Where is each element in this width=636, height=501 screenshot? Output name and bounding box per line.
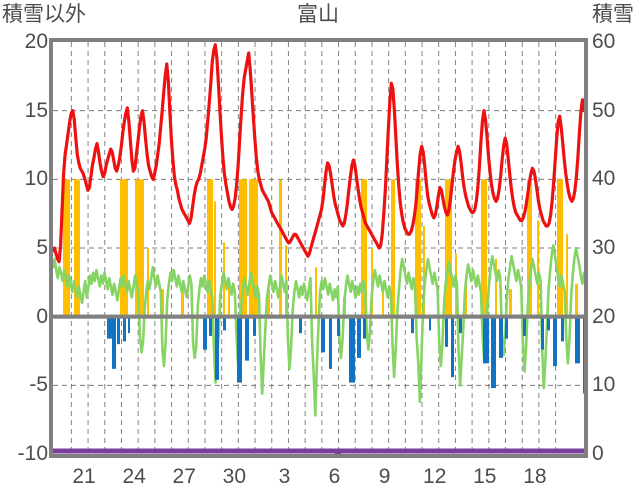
negative-bar-6 [209, 316, 212, 336]
precip-bar-34 [575, 283, 578, 317]
x-tick-12: 12 [423, 465, 447, 488]
precip-bar-3 [135, 179, 144, 317]
x-tick-18: 18 [523, 465, 547, 488]
y-tick-right-20: 20 [592, 304, 616, 328]
snow-depth-bump-0 [335, 449, 341, 454]
negative-bar-12 [299, 316, 302, 334]
negative-bar-22 [451, 316, 454, 378]
negative-bar-34 [583, 316, 584, 394]
negative-bar-24 [483, 316, 489, 364]
precip-bar-6 [181, 286, 184, 317]
negative-bar-23 [459, 316, 462, 334]
precip-bar-26 [465, 280, 467, 317]
negative-bar-8 [223, 316, 226, 331]
negative-bar-31 [553, 316, 557, 367]
precip-bar-7 [207, 179, 213, 317]
precip-bar-22 [415, 179, 421, 317]
plot-area [49, 38, 588, 458]
chart-title: 富山 [297, 3, 339, 26]
y-tick-left-5: 5 [36, 236, 48, 259]
negative-bar-9 [237, 316, 242, 383]
precip-bar-23 [423, 226, 425, 317]
negative-bar-11 [253, 316, 256, 336]
negative-bar-26 [499, 316, 503, 358]
precip-bar-29 [509, 289, 512, 317]
negative-bar-14 [329, 316, 332, 369]
y-tick-right-30: 30 [592, 236, 616, 259]
plot-inner [53, 42, 584, 454]
y-tick-right-60: 60 [592, 30, 616, 53]
y-tick-left-10: 10 [24, 167, 48, 191]
precip-bar-1 [74, 179, 80, 317]
precip-bar-27 [481, 179, 487, 317]
negative-bar-21 [445, 316, 448, 347]
y-tick-left-0: 0 [36, 304, 48, 328]
precip-bar-32 [557, 179, 563, 317]
precip-bar-5 [161, 289, 164, 317]
y-tick-right-50: 50 [592, 98, 616, 122]
precip-bar-2 [120, 179, 128, 317]
precip-bar-30 [527, 179, 532, 317]
negative-bar-27 [505, 316, 508, 339]
precip-bar-18 [361, 179, 367, 317]
y-tick-left-15: 15 [24, 98, 48, 122]
precip-bar-16 [315, 267, 317, 317]
right-axis-unit-label: 積雪 [592, 3, 634, 26]
y-tick-right-10: 10 [592, 373, 616, 397]
x-tick-6: 6 [328, 465, 341, 488]
precip-bar-13 [267, 289, 270, 317]
precip-bar-12 [249, 179, 258, 317]
wind-speed-line [53, 244, 584, 417]
y-tick-left--10: -10 [17, 442, 48, 465]
left-axis-unit-label: 積雪以外 [2, 3, 86, 26]
x-tick-24: 24 [122, 465, 146, 488]
precip-bar-20 [382, 286, 384, 317]
precip-bar-31 [537, 220, 539, 317]
x-tick-15: 15 [473, 465, 497, 488]
negative-bar-30 [547, 316, 550, 331]
precip-bar-14 [279, 179, 282, 317]
precip-bar-33 [566, 234, 568, 317]
precip-bar-11 [239, 179, 247, 317]
negative-bar-7 [215, 316, 219, 380]
x-tick-9: 9 [378, 465, 391, 488]
negative-bar-19 [411, 316, 414, 334]
x-tick-21: 21 [72, 465, 96, 488]
precip-bar-0 [63, 179, 70, 317]
x-tick-3: 3 [278, 465, 291, 488]
negative-bar-28 [523, 316, 526, 336]
negative-bar-13 [321, 316, 325, 353]
precip-bar-10 [228, 286, 230, 317]
negative-bar-33 [575, 316, 580, 364]
precip-bar-24 [445, 179, 452, 317]
negative-bar-20 [429, 316, 431, 331]
precip-bar-28 [495, 258, 497, 317]
negative-bar-15 [337, 316, 340, 336]
negative-bar-29 [541, 316, 544, 350]
negative-bar-25 [491, 316, 496, 389]
negative-bar-16 [349, 316, 355, 383]
precip-bar-8 [214, 201, 216, 317]
negative-bar-2 [117, 316, 120, 345]
y-tick-right-40: 40 [592, 167, 616, 191]
negative-bar-32 [561, 316, 564, 342]
negative-bar-18 [363, 316, 366, 339]
y-tick-left-20: 20 [24, 30, 48, 53]
x-tick-27: 27 [172, 465, 196, 488]
precip-bar-21 [391, 179, 395, 317]
temperature-line [53, 43, 584, 264]
chart-canvas [53, 42, 584, 454]
negative-bar-5 [203, 316, 207, 350]
y-tick-left--5: -5 [29, 373, 48, 397]
negative-bar-3 [123, 316, 126, 342]
negative-bar-4 [128, 316, 130, 334]
negative-bar-17 [357, 316, 361, 358]
y-tick-right-0: 0 [592, 442, 604, 465]
negative-bar-10 [245, 316, 249, 361]
negative-bar-0 [107, 316, 112, 339]
negative-bar-1 [112, 316, 116, 369]
x-tick-30: 30 [222, 465, 246, 488]
